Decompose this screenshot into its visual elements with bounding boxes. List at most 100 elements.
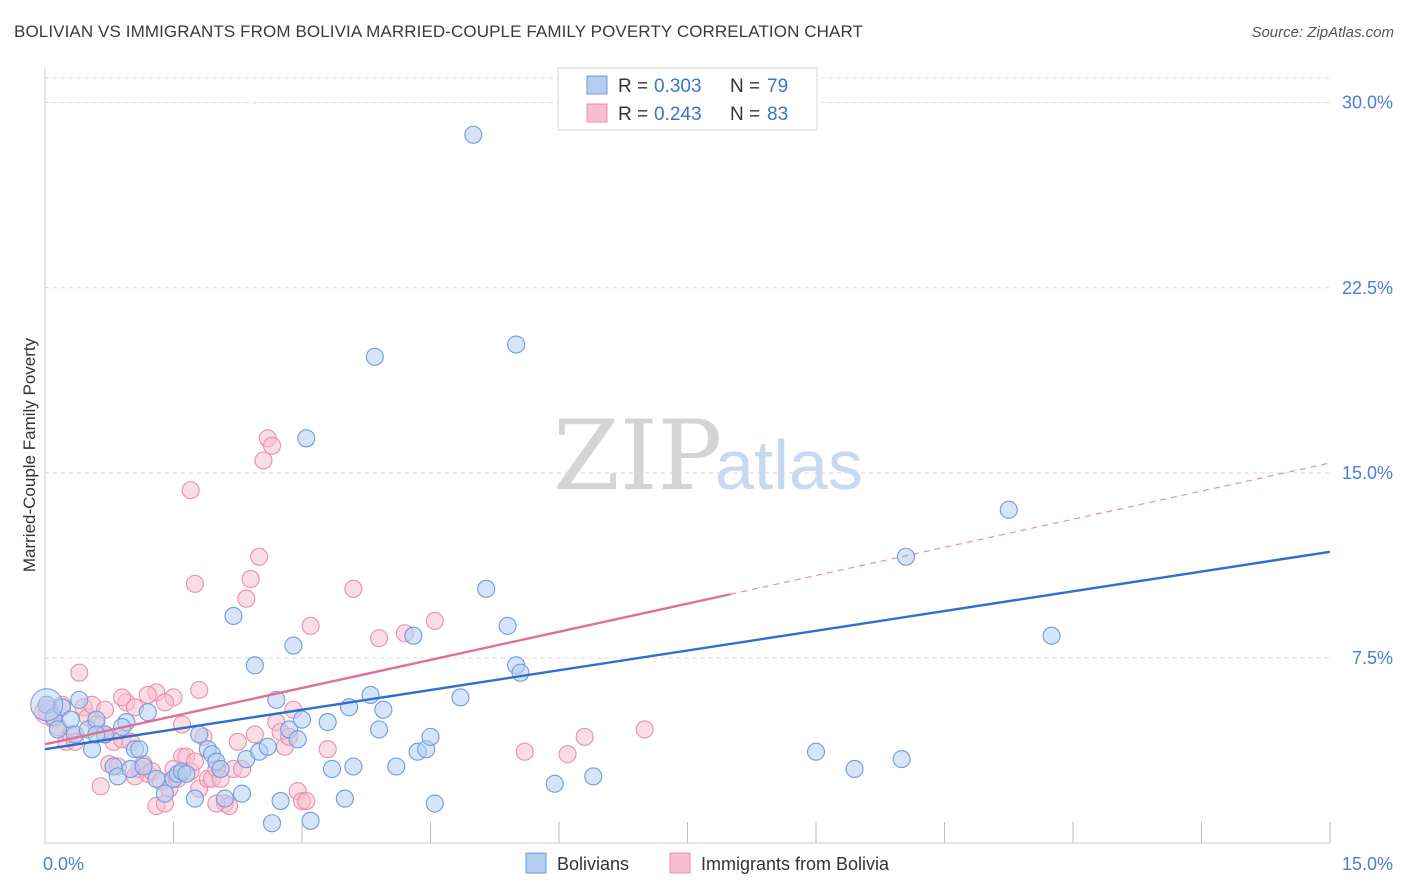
- bolivians-point-17: [138, 703, 157, 722]
- immigrants-point-47: [237, 589, 256, 608]
- immigrants-point-49: [245, 725, 264, 744]
- bolivians-point-60: [425, 794, 444, 813]
- immigrants-point-50: [250, 547, 269, 566]
- bolivians-point-64: [498, 616, 517, 635]
- watermark-atlas: atlas: [715, 426, 863, 504]
- y-tick-label-1: 15.0%: [1342, 463, 1393, 483]
- immigrants-point-65: [370, 629, 389, 648]
- immigrants-point-61: [297, 791, 316, 811]
- bolivians-point-18: [147, 769, 166, 788]
- bottom-legend-label-bolivians: Bolivians: [557, 854, 629, 874]
- bolivians-point-59: [421, 727, 440, 746]
- x-tick-label-1: 15.0%: [1342, 854, 1393, 874]
- legend-r-label-1: R =: [618, 76, 648, 97]
- immigrants-trend-extension: [730, 462, 1331, 595]
- bolivians-point-71: [845, 759, 864, 779]
- bolivians-point-48: [335, 789, 354, 808]
- bolivians-point-54: [374, 700, 393, 719]
- bolivians-point-61: [451, 688, 470, 707]
- legend-n-label-1: N =: [730, 76, 760, 97]
- bolivians-point-72: [896, 547, 916, 566]
- bolivians-point-75: [1042, 626, 1061, 645]
- y-tick-label-0: 7.5%: [1352, 648, 1393, 668]
- bottom-legend-swatch-bolivians: [525, 852, 547, 874]
- immigrants-point-77: [138, 685, 157, 704]
- legend-n-label-2: N =: [730, 104, 760, 125]
- immigrants-point-62: [301, 616, 320, 635]
- bolivians-point-38: [271, 791, 290, 811]
- immigrants-point-72: [181, 481, 200, 500]
- bolivians-point-39: [262, 814, 282, 833]
- y-tick-label-3: 30.0%: [1342, 93, 1393, 113]
- bolivians-point-6: [70, 690, 89, 709]
- tick-labels: 7.5% 15.0% 22.5% 30.0% 0.0% 15.0%: [43, 93, 1393, 874]
- bolivians-point-73: [892, 750, 911, 769]
- bolivians-point-69: [584, 767, 603, 786]
- chart-title: BOLIVIAN VS IMMIGRANTS FROM BOLIVIA MARR…: [14, 22, 864, 41]
- bolivians-point-47: [322, 759, 342, 779]
- y-axis-title: Married-Couple Family Poverty: [20, 337, 39, 572]
- bolivians-point-55: [387, 757, 406, 776]
- immigrants-point-70: [635, 720, 654, 739]
- bolivians-trend-line: [44, 550, 1331, 751]
- bolivians-point-74: [999, 500, 1018, 519]
- immigrants-point-68: [558, 745, 577, 764]
- bolivians-point-44: [301, 811, 320, 830]
- bolivians-point-70: [806, 742, 826, 761]
- bolivians-point-46: [318, 713, 337, 732]
- bolivians-point-62: [464, 125, 483, 144]
- bolivians-point-29: [211, 759, 230, 779]
- immigrants-point-78: [113, 688, 132, 707]
- legend: R = 0.303 N = 79 R = 0.243 N = 83: [557, 67, 818, 131]
- bolivians-point-50: [344, 757, 363, 776]
- bolivians-cluster-point: [30, 688, 64, 722]
- gridlines: [45, 77, 1330, 659]
- bolivians-point-41: [284, 636, 303, 655]
- bolivians-point-16: [130, 740, 149, 759]
- bolivians-point-63: [477, 579, 496, 598]
- bolivians-point-77: [134, 757, 153, 776]
- bolivians-point-25: [190, 725, 209, 744]
- watermark: ZIP atlas: [553, 400, 863, 512]
- immigrants-point-74: [190, 680, 209, 700]
- bolivians-point-32: [232, 784, 252, 803]
- legend-r-label-2: R =: [618, 104, 648, 125]
- immigrants-point-73: [185, 574, 204, 593]
- immigrants-point-71: [515, 742, 534, 761]
- x-tick-label-0: 0.0%: [43, 854, 84, 874]
- trend-lines: [44, 462, 1331, 751]
- legend-r-value-1: 0.303: [654, 76, 702, 97]
- bolivians-point-45: [297, 429, 316, 448]
- bolivians-point-34: [245, 656, 264, 675]
- legend-swatch-immigrants: [586, 103, 608, 123]
- source-credit: Source: ZipAtlas.com: [1251, 24, 1394, 41]
- bolivians-point-19: [155, 784, 174, 803]
- y-tick-label-2: 22.5%: [1342, 278, 1393, 298]
- bolivians-point-66: [507, 335, 526, 354]
- immigrants-point-35: [185, 752, 204, 771]
- bolivians-point-56: [404, 626, 423, 645]
- bolivians-point-24: [185, 789, 204, 808]
- bolivians-point-43: [292, 710, 312, 729]
- legend-swatch-bolivians: [586, 75, 608, 95]
- legend-n-value-1: 79: [767, 76, 788, 97]
- bottom-legend-label-immigrants: Immigrants from Bolivia: [701, 854, 890, 874]
- immigrants-point-76: [155, 693, 174, 712]
- watermark-zip: ZIP: [553, 400, 722, 512]
- legend-n-value-2: 83: [767, 104, 788, 125]
- immigrants-point-51: [254, 451, 273, 470]
- bolivians-point-67: [511, 663, 530, 682]
- bolivians-point-31: [224, 606, 243, 626]
- bolivians-point-23: [177, 764, 196, 783]
- bolivians-point-42: [288, 730, 307, 749]
- immigrants-point-48: [241, 569, 260, 589]
- bolivians-point-68: [545, 774, 564, 793]
- bolivians-point-53: [370, 720, 389, 739]
- immigrants-trend-line: [44, 593, 731, 746]
- immigrants-point-7: [70, 663, 89, 682]
- immigrants-point-67: [425, 611, 444, 630]
- bolivians-point-2: [48, 720, 67, 739]
- immigrants-point-69: [575, 727, 594, 746]
- bolivians-point-36: [258, 737, 277, 756]
